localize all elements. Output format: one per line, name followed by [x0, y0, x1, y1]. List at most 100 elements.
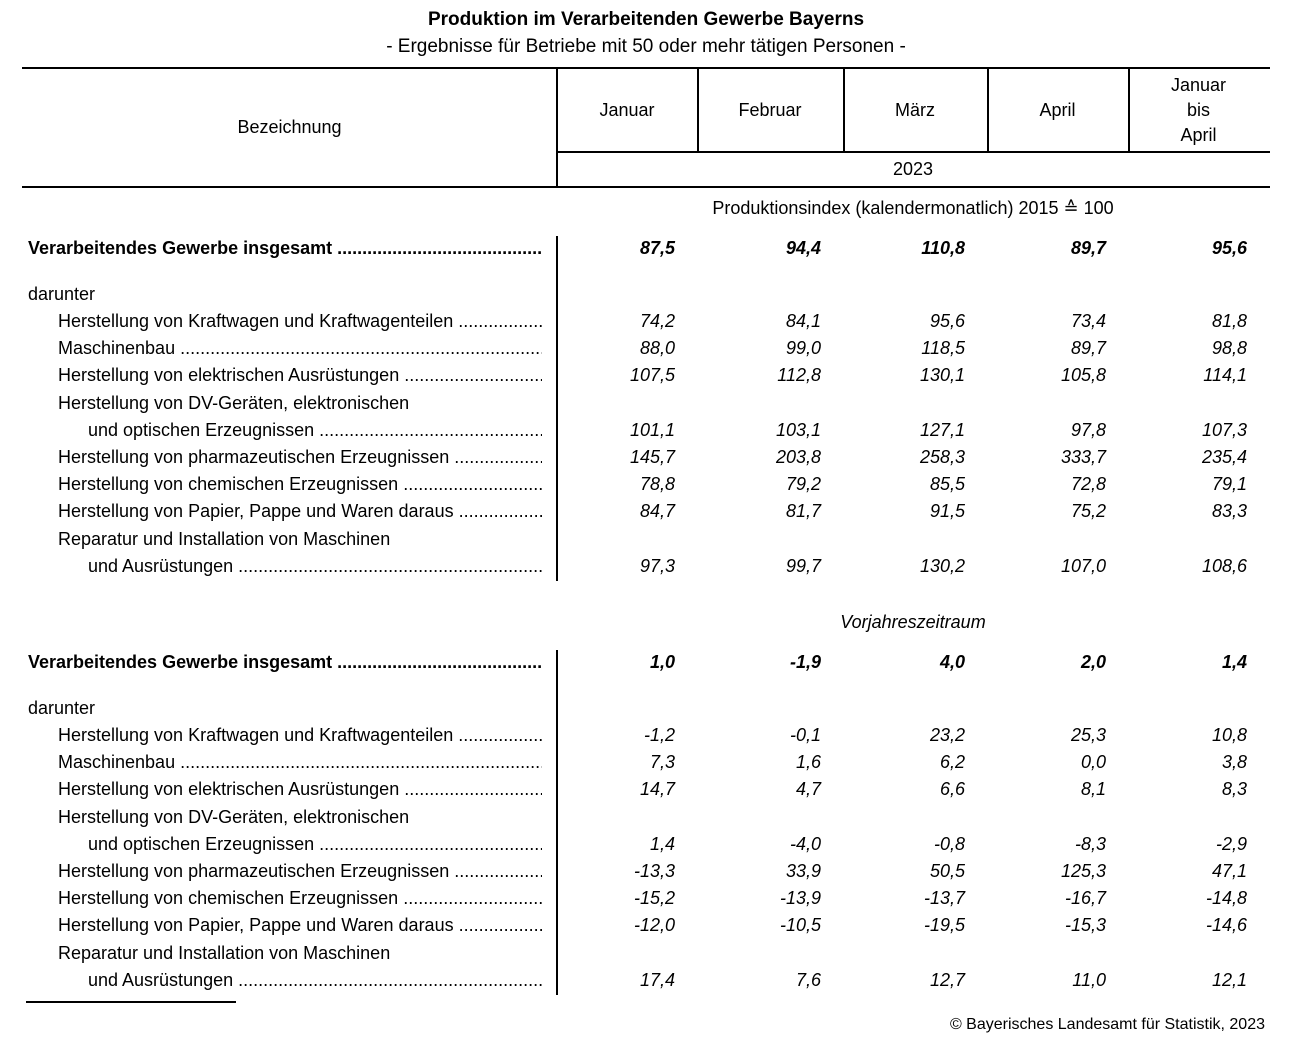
cell-value: 17,4 — [639, 969, 675, 990]
cell-value: 333,7 — [1060, 447, 1106, 467]
leader-dots: ........................................… — [238, 969, 542, 990]
leader-dots: ........................................… — [458, 501, 542, 522]
cell-value: 78,8 — [639, 474, 675, 495]
row-label-text: Verarbeitendes Gewerbe insgesamt — [28, 238, 333, 258]
cell-value: -4,0 — [789, 833, 821, 854]
header-bottom-rule — [22, 186, 1270, 188]
row-label: Maschinenbau ...........................… — [58, 752, 542, 773]
row-label-text: Herstellung von pharmazeutischen Erzeugn… — [58, 447, 450, 467]
cell-value: 95,6 — [929, 311, 965, 331]
cell-value: 108,6 — [1201, 555, 1247, 576]
row-label-text: Herstellung von pharmazeutischen Erzeugn… — [58, 861, 450, 881]
header-col: Januar bis April — [1170, 74, 1227, 145]
section-heading: Produktionsindex (kalendermonatlich) 201… — [712, 198, 1114, 218]
row-label-text: Herstellung von chemischen Erzeugnissen — [58, 888, 399, 909]
cell-value: 107,5 — [629, 365, 675, 386]
leader-dots: ........................................… — [319, 419, 542, 440]
header-col: Januar — [599, 99, 655, 120]
leader-dots: ........................................… — [458, 725, 542, 745]
leader-dots: ........................................… — [404, 365, 542, 386]
cell-value: -1,9 — [789, 652, 821, 672]
col-divider — [697, 68, 699, 152]
row-label-text: und optischen Erzeugnissen — [88, 419, 315, 440]
cell-value: 97,8 — [1070, 419, 1106, 440]
leader-dots: ........................................… — [180, 338, 542, 359]
leader-dots: ........................................… — [458, 915, 542, 936]
cell-value: 75,2 — [1070, 501, 1106, 522]
row-label: und Ausrüstungen .......................… — [88, 970, 542, 991]
leader-dots: ........................................… — [319, 833, 542, 854]
cell-value: 84,7 — [639, 501, 675, 522]
cell-value: 8,3 — [1221, 779, 1247, 800]
cell-value: -13,7 — [923, 888, 965, 909]
row-label-text: Herstellung von elektrischen Ausrüstunge… — [58, 365, 400, 386]
sub-label: darunter — [28, 284, 96, 304]
row-label-text: Herstellung von chemischen Erzeugnissen — [58, 474, 399, 495]
cell-value: 203,8 — [775, 447, 821, 467]
row-label-text: und optischen Erzeugnissen — [88, 833, 315, 854]
cell-value: 0,0 — [1080, 752, 1106, 773]
label-divider — [556, 68, 558, 188]
cell-value: 85,5 — [929, 474, 965, 495]
cell-value: 6,2 — [939, 752, 965, 773]
cell-value: 47,1 — [1211, 861, 1247, 881]
cell-value: -16,7 — [1064, 888, 1106, 909]
cell-value: -14,6 — [1205, 915, 1247, 936]
cell-value: 107,0 — [1060, 555, 1106, 576]
col-divider — [1128, 68, 1130, 152]
row-label: Herstellung von chemischen Erzeugnissen … — [58, 888, 542, 909]
footnote-rule — [26, 1001, 236, 1003]
leader-dots: ........................................… — [337, 238, 542, 258]
row-label: Verarbeitendes Gewerbe insgesamt .......… — [28, 238, 542, 259]
row-label-text: Herstellung von elektrischen Ausrüstunge… — [58, 779, 400, 800]
label-divider — [556, 236, 558, 581]
row-label: Herstellung von Papier, Pappe und Waren … — [58, 915, 542, 936]
cell-value: 74,2 — [639, 311, 675, 331]
row-label: Reparatur und Installation von Maschinen — [58, 528, 391, 549]
cell-value: 73,4 — [1070, 311, 1106, 331]
cell-value: 25,3 — [1070, 725, 1106, 745]
table-subtitle: - Ergebnisse für Betriebe mit 50 oder me… — [386, 36, 906, 57]
cell-value: -0,1 — [789, 725, 821, 745]
cell-value: -1,2 — [643, 725, 675, 745]
cell-value: 81,7 — [785, 501, 821, 522]
row-label: und Ausrüstungen .......................… — [88, 556, 542, 577]
row-label: Reparatur und Installation von Maschinen — [58, 942, 391, 963]
cell-value: 1,6 — [795, 752, 821, 773]
cell-value: 6,6 — [939, 779, 965, 800]
copyright: © Bayerisches Landesamt für Statistik, 2… — [949, 1016, 1265, 1033]
cell-value: -12,0 — [633, 915, 675, 936]
cell-value: 7,6 — [795, 969, 821, 990]
cell-value: 3,8 — [1221, 752, 1247, 773]
leader-dots: ........................................… — [180, 752, 542, 773]
cell-value: 84,1 — [785, 311, 821, 331]
cell-value: 11,0 — [1072, 969, 1106, 990]
cell-value: 130,2 — [919, 555, 965, 576]
cell-value: -13,3 — [633, 861, 675, 881]
cell-value: 103,1 — [775, 419, 821, 440]
cell-value: 87,5 — [639, 238, 675, 258]
cell-value: 83,3 — [1211, 501, 1247, 522]
leader-dots: ........................................… — [404, 779, 542, 800]
cell-value: 99,0 — [785, 338, 821, 359]
row-label-text: Maschinenbau — [58, 752, 176, 773]
cell-value: -10,5 — [779, 915, 821, 936]
cell-value: 72,8 — [1070, 474, 1106, 495]
col-divider — [987, 68, 989, 152]
row-label: Herstellung von Kraftwagen und Kraftwage… — [58, 311, 542, 332]
row-label: Herstellung von pharmazeutischen Erzeugn… — [58, 447, 542, 468]
leader-dots: ........................................… — [454, 447, 542, 467]
row-label-text: und Ausrüstungen — [88, 555, 234, 576]
cell-value: 258,3 — [919, 447, 965, 467]
row-label: Herstellung von DV-Geräten, elektronisch… — [58, 806, 410, 827]
cell-value: 79,2 — [785, 474, 821, 495]
row-label-text: Herstellung von Papier, Pappe und Waren … — [58, 915, 454, 936]
cell-value: 1,4 — [649, 833, 675, 854]
leader-dots: ........................................… — [403, 474, 542, 495]
cell-value: 14,7 — [639, 779, 675, 800]
row-label: Maschinenbau ...........................… — [58, 338, 542, 359]
cell-value: 94,4 — [785, 238, 821, 258]
cell-value: 130,1 — [919, 365, 965, 386]
cell-value: -15,2 — [633, 888, 675, 909]
cell-value: 81,8 — [1211, 311, 1247, 331]
